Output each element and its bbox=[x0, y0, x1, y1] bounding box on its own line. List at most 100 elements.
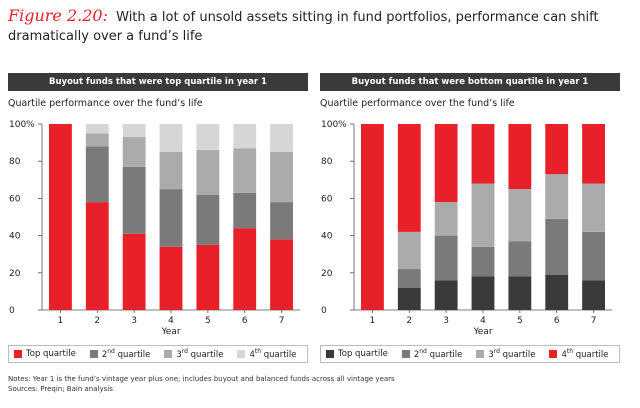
right-legend-label: 2nd quartile bbox=[413, 348, 463, 360]
right-ytick-label: 80 bbox=[321, 157, 333, 167]
right-bar-segment bbox=[397, 231, 421, 270]
right-xtick-label: 1 bbox=[370, 316, 376, 326]
right-bar-segment bbox=[471, 124, 495, 184]
left-xtick-label: 2 bbox=[94, 316, 100, 326]
left-legend-swatch bbox=[164, 349, 173, 358]
left-bar-segment bbox=[159, 124, 183, 152]
figure-label: Figure 2.20: bbox=[8, 6, 108, 25]
right-bar-segment bbox=[471, 246, 495, 277]
left-bar-segment bbox=[270, 124, 293, 152]
left-stacked-bar-chart: 0 20 40 60 80 100% 1 2 3 4 5 6 7 Year bbox=[9, 120, 300, 337]
left-bar-segment bbox=[122, 124, 146, 138]
right-ytick-label: 60 bbox=[321, 194, 333, 204]
right-bar-segment bbox=[471, 183, 495, 247]
left-bar-segment bbox=[159, 246, 183, 310]
right-bar-segment bbox=[545, 124, 569, 175]
left-bar-segment bbox=[122, 233, 146, 310]
right-stacked-bar-chart: 0 20 40 60 80 100% 1 2 3 4 5 6 7 Year bbox=[321, 120, 612, 337]
right-bar-segment bbox=[582, 124, 605, 184]
left-legend: Top quartile 2nd quartile 3rd quartile 4th … bbox=[14, 347, 311, 361]
left-bar-segment bbox=[196, 244, 220, 310]
left-legend-item: 2nd quartile bbox=[89, 348, 150, 360]
right-legend-frame bbox=[320, 345, 620, 363]
left-ytick-label: 100% bbox=[9, 120, 35, 130]
right-legend-swatch bbox=[549, 349, 558, 358]
figure-title: With a lot of unsold assets sitting in f… bbox=[8, 10, 599, 44]
figure-heading: Figure 2.20: With a lot of unsold assets… bbox=[8, 6, 633, 46]
left-bar-segment bbox=[49, 124, 72, 310]
left-bar-segment bbox=[233, 148, 257, 193]
right-legend-item: 4th quartile bbox=[549, 348, 609, 360]
left-xtick-label: 6 bbox=[242, 316, 248, 326]
left-bar-segment bbox=[159, 189, 183, 247]
right-bar-segment bbox=[545, 274, 569, 310]
right-legend-label: 4th quartile bbox=[561, 348, 609, 360]
left-legend-swatch bbox=[89, 349, 98, 358]
left-bar-segment bbox=[270, 239, 293, 310]
notes: Notes: Year 1 is the fund’s vintage year… bbox=[8, 374, 395, 394]
right-bar-segment bbox=[582, 183, 605, 232]
left-ytick-label: 60 bbox=[9, 194, 21, 204]
right-legend-label: 3rd quartile bbox=[488, 348, 536, 360]
left-bar-segment bbox=[159, 151, 183, 190]
right-bar-segment bbox=[508, 124, 532, 190]
left-ytick-label: 40 bbox=[9, 232, 21, 242]
sources-line: Sources: Preqin; Bain analysis bbox=[8, 385, 113, 393]
left-panel-title: Buyout funds that were top quartile in y… bbox=[8, 73, 308, 91]
left-x-axis-label: Year bbox=[160, 327, 180, 337]
left-ytick-label: 80 bbox=[9, 157, 21, 167]
left-bar-segment bbox=[196, 150, 220, 195]
left-bar-segment bbox=[196, 124, 220, 151]
right-xtick-label: 3 bbox=[443, 316, 449, 326]
left-legend-item: 3rd quartile bbox=[164, 348, 223, 360]
right-bar-segment bbox=[434, 235, 458, 281]
left-bar-segment bbox=[85, 146, 109, 203]
left-ytick-label: 20 bbox=[9, 269, 21, 279]
left-legend-label: 3rd quartile bbox=[176, 348, 224, 360]
right-x-axis-label: Year bbox=[472, 327, 492, 337]
right-legend: Top quartile 2nd quartile 3rd quartile 4th … bbox=[326, 347, 623, 361]
right-xtick-label: 4 bbox=[480, 316, 486, 326]
right-legend-item: 3rd quartile bbox=[476, 348, 535, 360]
right-bar-segment bbox=[471, 276, 495, 310]
left-legend-frame bbox=[8, 345, 308, 363]
left-bar-segment bbox=[85, 124, 109, 134]
right-xtick-label: 2 bbox=[406, 316, 412, 326]
left-xtick-label: 1 bbox=[58, 316, 64, 326]
left-bar-segment bbox=[233, 124, 257, 149]
right-xtick-label: 5 bbox=[517, 316, 523, 326]
left-bar-segment bbox=[122, 137, 146, 167]
right-legend-item: Top quartile bbox=[326, 349, 388, 359]
right-ytick-label: 0 bbox=[321, 306, 327, 316]
right-xtick-label: 6 bbox=[554, 316, 560, 326]
right-legend-swatch bbox=[476, 349, 485, 358]
left-bar-segment bbox=[270, 202, 293, 240]
left-xtick-label: 3 bbox=[131, 316, 137, 326]
right-bar-segment bbox=[397, 287, 421, 310]
notes-line: Notes: Year 1 is the fund’s vintage year… bbox=[8, 375, 395, 383]
left-bar-segment bbox=[196, 194, 220, 245]
left-bar-segment bbox=[122, 166, 146, 234]
left-ytick-label: 0 bbox=[9, 306, 15, 316]
left-bar-segment bbox=[270, 151, 293, 203]
right-bar-segment bbox=[397, 124, 421, 232]
right-bar-segment bbox=[361, 124, 384, 310]
right-bar-segment bbox=[582, 280, 605, 310]
left-bar-segment bbox=[233, 192, 257, 229]
left-legend-item: Top quartile bbox=[14, 349, 76, 359]
left-legend-label: Top quartile bbox=[26, 349, 76, 359]
left-bar-segment bbox=[85, 133, 109, 147]
right-panel-title: Buyout funds that were bottom quartile i… bbox=[320, 73, 620, 91]
right-bar-segment bbox=[508, 189, 532, 242]
left-bar-segment bbox=[85, 202, 109, 310]
left-legend-label: 4th quartile bbox=[249, 348, 297, 360]
right-bar-segment bbox=[582, 231, 605, 281]
right-panel-subtitle: Quartile performance over the fund’s lif… bbox=[320, 98, 515, 109]
right-bar-segment bbox=[434, 202, 458, 236]
right-bar-segment bbox=[545, 218, 569, 275]
right-ytick-label: 40 bbox=[321, 232, 333, 242]
left-bar-segment bbox=[233, 228, 257, 310]
left-xtick-label: 5 bbox=[205, 316, 211, 326]
left-legend-item: 4th quartile bbox=[237, 348, 297, 360]
left-legend-swatch bbox=[237, 349, 246, 358]
